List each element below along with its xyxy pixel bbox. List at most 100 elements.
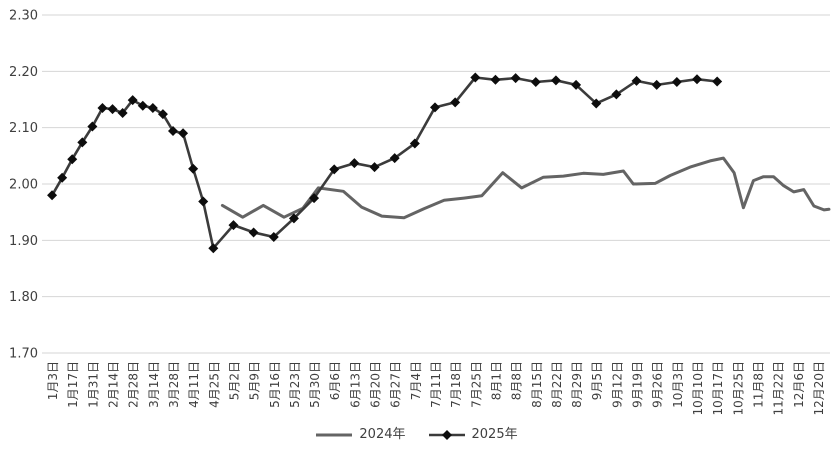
x-axis-tick-label: 10月17日 — [711, 361, 725, 416]
x-axis-tick-label: 6月6日 — [328, 361, 342, 400]
legend-line-diamond-swatch-2025 — [428, 429, 465, 440]
data-point-marker — [117, 108, 128, 119]
data-point-marker — [47, 190, 58, 201]
series-2024-line — [220, 156, 831, 220]
chart-legend: 2024年 2025年 — [0, 428, 833, 441]
chart-canvas: 2.30 2.20 2.10 2.00 1.90 1.80 1.70 1月3日 1月17日 1月3… — [9, 9, 831, 416]
data-point-marker — [208, 243, 219, 254]
y-axis-tick-label: 1.70 — [9, 347, 38, 362]
legend-line-swatch-2024 — [316, 433, 353, 436]
data-point-marker — [490, 74, 501, 85]
x-axis-tick-label: 12月6日 — [792, 361, 806, 408]
data-point-marker — [611, 89, 622, 100]
x-axis-tick-label: 8月8日 — [510, 361, 524, 400]
x-axis-tick-label: 5月9日 — [248, 361, 262, 400]
y-axis-tick-label: 2.00 — [9, 178, 38, 193]
data-point-marker — [389, 153, 400, 164]
x-axis-tick-label: 1月3日 — [46, 361, 60, 400]
y-axis-tick-label: 1.80 — [9, 290, 38, 305]
x-axis-tick-label: 3月14日 — [147, 361, 161, 408]
x-axis-tick-label: 7月4日 — [409, 361, 423, 400]
x-axis-tick-label: 7月11日 — [429, 361, 443, 408]
x-axis-tick-label: 1月17日 — [66, 361, 80, 408]
x-axis-tick-label: 6月27日 — [389, 361, 403, 408]
data-point-marker — [147, 102, 158, 113]
data-point-marker — [470, 72, 481, 83]
series-2025-markers — [47, 72, 723, 254]
data-point-marker — [188, 163, 199, 174]
x-axis-tick-label: 8月1日 — [489, 361, 503, 400]
x-axis-tick-label: 5月2日 — [227, 361, 241, 400]
x-axis-tick-label: 10月25日 — [731, 361, 745, 416]
data-point-marker — [329, 164, 340, 175]
data-point-marker — [409, 138, 420, 149]
x-axis-tick-label: 11月22日 — [772, 361, 786, 416]
x-axis-tick-label: 9月5日 — [590, 361, 604, 400]
y-axis-tick-label: 2.10 — [9, 121, 38, 136]
legend-label-2024: 2024年 — [359, 427, 406, 442]
x-axis-tick-label: 5月16日 — [268, 361, 282, 408]
data-point-marker — [57, 172, 68, 183]
data-point-marker — [168, 126, 178, 137]
x-axis-tick-label: 5月30日 — [308, 361, 322, 408]
y-axis-tick-label: 2.30 — [9, 9, 38, 24]
data-point-marker — [288, 213, 299, 224]
x-axis-tick-label: 7月18日 — [449, 361, 463, 408]
x-axis-tick-label: 4月11日 — [187, 361, 201, 408]
series-2025-line — [50, 76, 719, 250]
x-axis-tick-label: 5月23日 — [288, 361, 302, 408]
data-point-marker — [571, 79, 582, 90]
data-point-marker — [450, 97, 461, 108]
data-point-marker — [309, 193, 320, 204]
x-axis-tick-label: 9月12日 — [610, 361, 624, 408]
data-point-marker — [530, 77, 541, 88]
y-axis-tick-label: 2.20 — [9, 65, 38, 80]
data-point-marker — [178, 128, 189, 139]
x-axis-tick-label: 7月25日 — [469, 361, 483, 408]
data-point-marker — [268, 231, 279, 242]
data-point-marker — [228, 220, 239, 231]
data-point-marker — [591, 98, 602, 109]
data-point-marker — [248, 227, 259, 238]
data-point-marker — [692, 74, 702, 85]
data-point-marker — [77, 137, 88, 148]
x-axis-tick-label: 12月20日 — [812, 361, 826, 416]
x-axis-tick-label: 3月28日 — [167, 361, 181, 408]
data-point-marker — [631, 75, 642, 86]
data-point-marker — [107, 104, 118, 115]
data-point-marker — [127, 95, 138, 106]
x-axis-tick-label: 10月3日 — [671, 361, 685, 408]
x-axis-tick-label: 9月26日 — [651, 361, 665, 408]
data-point-marker — [550, 75, 561, 86]
data-point-marker — [369, 162, 380, 173]
x-axis-tick-label: 10月10日 — [691, 361, 705, 416]
x-axis-tick-label: 6月20日 — [369, 361, 383, 408]
data-point-marker — [87, 121, 98, 132]
data-point-marker — [651, 79, 662, 90]
data-point-marker — [430, 102, 440, 113]
data-point-marker — [97, 102, 108, 113]
legend-item-2025: 2025年 — [428, 428, 518, 441]
x-axis-tick-label: 8月15日 — [530, 361, 544, 408]
x-axis-tick-label: 9月19日 — [631, 361, 645, 408]
legend-label-2025: 2025年 — [471, 427, 518, 442]
data-point-marker — [198, 196, 209, 207]
data-point-marker — [671, 77, 682, 88]
x-axis-tick-label: 1月31日 — [86, 361, 100, 408]
y-axis-tick-label: 1.90 — [9, 234, 38, 249]
data-point-marker — [712, 76, 723, 87]
data-point-marker — [137, 100, 148, 111]
x-axis-tick-label: 8月29日 — [570, 361, 584, 408]
x-axis-tick-label: 8月22日 — [550, 361, 564, 408]
x-axis-tick-label: 6月13日 — [348, 361, 362, 408]
x-axis-tick-label: 2月14日 — [107, 361, 121, 408]
data-point-marker — [349, 158, 360, 169]
data-point-marker — [67, 154, 78, 165]
x-axis-tick-label: 11月8日 — [751, 361, 765, 408]
data-point-marker — [157, 109, 168, 120]
legend-item-2024: 2024年 — [315, 427, 406, 442]
x-axis-tick-label: 4月25日 — [207, 361, 221, 408]
data-point-marker — [510, 73, 521, 84]
x-axis-tick-label: 2月28日 — [127, 361, 141, 408]
